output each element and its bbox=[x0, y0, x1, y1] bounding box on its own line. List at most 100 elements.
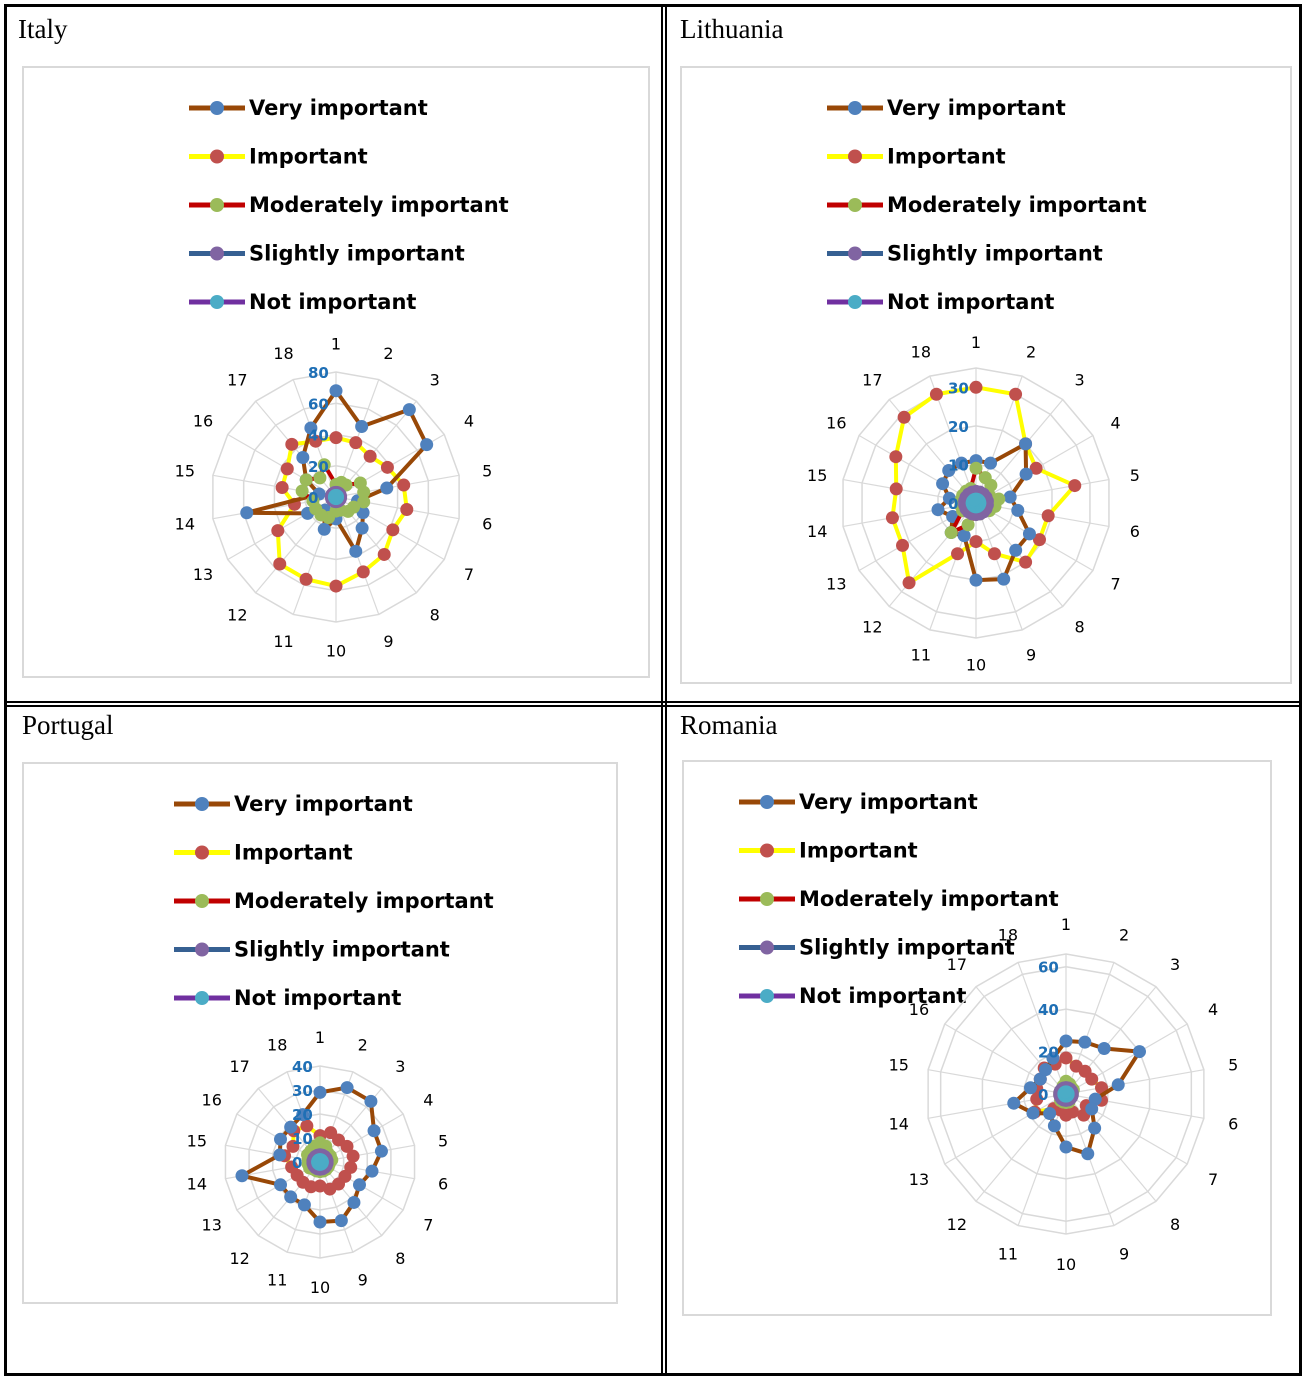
legend-label: Very important bbox=[234, 792, 413, 816]
legend-item-important: Important bbox=[174, 841, 353, 865]
category-label: 15 bbox=[807, 466, 827, 485]
series-very-important bbox=[1007, 1034, 1146, 1161]
country-title: Portugal bbox=[22, 710, 114, 740]
legend-label: Very important bbox=[887, 96, 1066, 120]
data-point bbox=[317, 458, 331, 472]
tick-label: 0 bbox=[292, 1154, 302, 1172]
series-moderately-important bbox=[295, 458, 371, 525]
data-point bbox=[297, 1198, 311, 1212]
data-point bbox=[1097, 1042, 1111, 1056]
data-point bbox=[280, 462, 294, 476]
legend-marker bbox=[210, 198, 224, 212]
data-point bbox=[1033, 1072, 1047, 1086]
data-point bbox=[954, 456, 968, 470]
data-point bbox=[1058, 1085, 1072, 1099]
category-label: 4 bbox=[464, 411, 474, 430]
data-point bbox=[1019, 437, 1033, 451]
legend-marker bbox=[195, 797, 209, 811]
category-label: 6 bbox=[482, 515, 492, 534]
data-point bbox=[931, 503, 945, 517]
data-point bbox=[286, 1139, 300, 1153]
legend-item-moderately-important: Moderately important bbox=[174, 889, 494, 913]
legend-item-not-important: Not important bbox=[827, 290, 1054, 314]
data-point bbox=[235, 1169, 249, 1183]
legend-marker bbox=[195, 942, 209, 957]
category-label: 3 bbox=[395, 1057, 405, 1076]
category-label: 11 bbox=[267, 1270, 287, 1289]
data-point bbox=[1046, 1051, 1060, 1065]
legend-marker bbox=[210, 101, 224, 115]
legend-marker bbox=[760, 940, 774, 955]
tick-label: 60 bbox=[1038, 959, 1059, 977]
legend-marker bbox=[848, 295, 862, 309]
radar-svg: Very important Important Moderately import… bbox=[174, 792, 494, 1297]
series-not-important bbox=[327, 488, 345, 506]
data-point bbox=[1088, 1121, 1102, 1135]
data-point bbox=[420, 438, 434, 452]
data-point bbox=[363, 449, 377, 463]
legend-label: Very important bbox=[799, 790, 978, 814]
data-point bbox=[306, 494, 320, 508]
data-point bbox=[347, 1195, 361, 1209]
data-point bbox=[300, 1119, 314, 1133]
tick-label: 30 bbox=[948, 379, 969, 397]
data-point bbox=[285, 437, 299, 451]
data-point bbox=[295, 484, 309, 498]
legend-item-slightly-important: Slightly important bbox=[189, 242, 465, 266]
radar-chart-romania: Very important Important Moderately import… bbox=[682, 760, 1272, 1316]
category-label: 10 bbox=[966, 655, 986, 674]
data-point bbox=[402, 403, 416, 417]
data-point bbox=[304, 421, 318, 435]
legend-marker bbox=[760, 795, 774, 809]
data-point bbox=[968, 492, 982, 506]
series-very-important bbox=[240, 384, 434, 558]
data-point bbox=[969, 573, 983, 587]
data-point bbox=[951, 547, 965, 561]
data-point bbox=[896, 538, 910, 552]
legend-marker bbox=[848, 198, 862, 212]
tick-label: 30 bbox=[292, 1082, 313, 1100]
data-point bbox=[1029, 461, 1043, 475]
data-point bbox=[386, 523, 400, 537]
data-point bbox=[309, 434, 323, 448]
category-label: 1 bbox=[1061, 915, 1071, 934]
data-point bbox=[271, 524, 285, 538]
data-point bbox=[984, 478, 998, 492]
grid-spoke bbox=[1065, 1093, 1157, 1202]
series-not-important bbox=[1057, 1085, 1075, 1103]
legend-label: Important bbox=[234, 841, 353, 865]
category-label: 11 bbox=[273, 632, 293, 651]
legend-label: Slightly important bbox=[249, 242, 465, 266]
data-point bbox=[355, 521, 369, 535]
data-point bbox=[1078, 1035, 1092, 1049]
legend-label: Important bbox=[887, 145, 1006, 169]
series-important bbox=[885, 380, 1082, 590]
series-not-important bbox=[965, 492, 987, 514]
data-point bbox=[1132, 1045, 1146, 1059]
legend-marker bbox=[760, 989, 774, 1003]
category-label: 8 bbox=[1075, 618, 1085, 637]
data-point bbox=[313, 1085, 327, 1099]
data-point bbox=[885, 511, 899, 525]
tick-label: 10 bbox=[948, 456, 969, 474]
series-important bbox=[271, 431, 414, 593]
category-label: 17 bbox=[947, 955, 967, 974]
data-point bbox=[987, 547, 1001, 561]
category-label: 3 bbox=[1170, 955, 1180, 974]
data-point bbox=[969, 380, 983, 394]
category-label: 15 bbox=[175, 461, 195, 480]
legend-item-very-important: Very important bbox=[739, 790, 978, 814]
legend-label: Slightly important bbox=[887, 242, 1103, 266]
category-label: 5 bbox=[438, 1131, 448, 1150]
data-point bbox=[1022, 527, 1036, 541]
category-label: 5 bbox=[1130, 466, 1140, 485]
legend-marker bbox=[848, 101, 862, 115]
data-point bbox=[328, 489, 342, 503]
grid-spoke bbox=[888, 502, 977, 607]
data-point bbox=[340, 1139, 354, 1153]
legend-label: Moderately important bbox=[887, 193, 1147, 217]
